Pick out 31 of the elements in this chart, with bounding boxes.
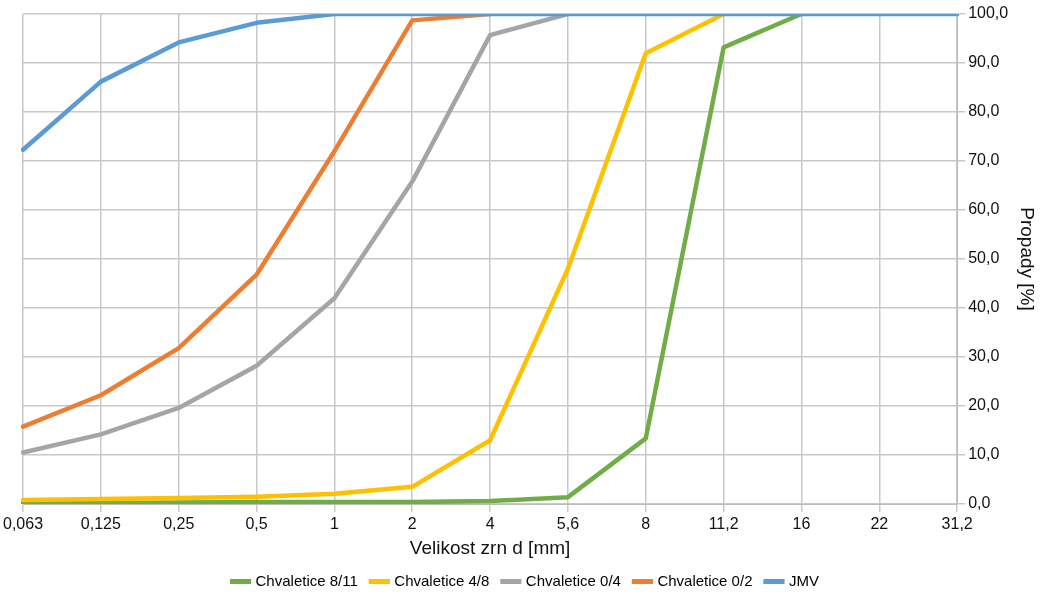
y-tick-label: 40,0 [968,298,1000,316]
x-tick-label: 0,25 [163,515,195,533]
x-axis-title: Velikost zrn d [mm] [409,536,571,558]
x-tick-label: 31,2 [941,515,973,533]
x-tick-label: 5,6 [556,515,580,533]
y-tick-label: 30,0 [968,347,1000,365]
y-axis-title: Propady [%] [1017,207,1039,311]
x-tick-label: 0,063 [3,515,44,533]
y-tick-label: 90,0 [968,53,1000,71]
x-tick-label: 0,125 [80,515,121,533]
x-tick-label: 22 [870,515,889,533]
x-tick-label: 11,2 [708,515,739,533]
y-tick-label: 20,0 [968,396,1000,414]
legend-label: Chvaletice 0/2 [657,571,753,589]
x-tick-label: 2 [407,515,417,533]
legend-label: JMV [788,571,819,589]
y-tick-label: 60,0 [968,200,1000,218]
legend-label: Chvaletice 0/4 [525,571,621,589]
x-tick-label: 16 [792,515,811,533]
legend-label: Chvaletice 4/8 [394,571,490,589]
x-tick-label: 8 [641,515,651,533]
y-tick-label: 80,0 [968,102,1000,120]
y-tick-label: 50,0 [968,249,1000,267]
x-tick-label: 1 [329,515,339,533]
y-tick-label: 10,0 [968,445,1000,463]
x-tick-label: 0,5 [245,515,268,533]
y-tick-label: 0,0 [968,494,991,512]
x-tick-label: 4 [485,515,495,533]
legend-label: Chvaletice 8/11 [255,571,358,589]
y-tick-label: 100,0 [968,4,1009,22]
y-tick-label: 70,0 [968,151,1000,169]
